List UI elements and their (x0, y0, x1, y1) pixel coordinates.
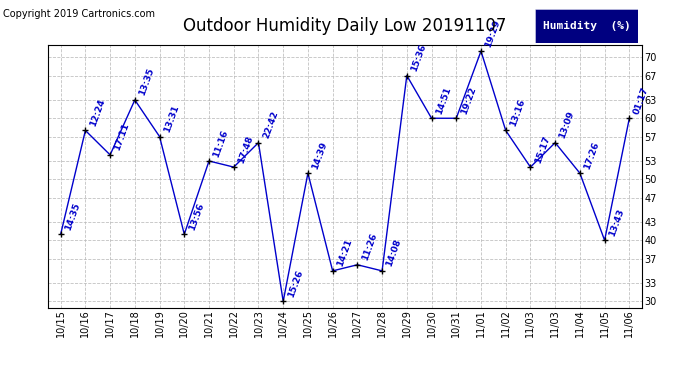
Text: 11:16: 11:16 (212, 128, 230, 158)
Text: 15:26: 15:26 (286, 268, 304, 298)
Text: 15:17: 15:17 (533, 134, 551, 164)
Text: 11:26: 11:26 (360, 232, 378, 262)
Text: 13:43: 13:43 (607, 207, 626, 238)
Text: Copyright 2019 Cartronics.com: Copyright 2019 Cartronics.com (3, 9, 155, 20)
Text: 13:16: 13:16 (509, 98, 526, 128)
Text: 14:51: 14:51 (434, 86, 453, 116)
Text: 17:26: 17:26 (582, 140, 601, 170)
Text: 01:17: 01:17 (632, 86, 651, 116)
Text: 15:36: 15:36 (410, 43, 428, 73)
Text: 17:11: 17:11 (113, 122, 131, 152)
Text: 13:09: 13:09 (558, 110, 576, 140)
Text: Outdoor Humidity Daily Low 20191107: Outdoor Humidity Daily Low 20191107 (184, 17, 506, 35)
Text: 13:35: 13:35 (137, 67, 156, 97)
Text: 14:08: 14:08 (385, 238, 403, 268)
Text: 22:42: 22:42 (262, 110, 279, 140)
Text: 12:24: 12:24 (88, 98, 106, 128)
Text: 13:31: 13:31 (162, 104, 181, 134)
Text: 14:21: 14:21 (335, 238, 354, 268)
Text: 17:48: 17:48 (237, 134, 255, 164)
Text: Humidity  (%): Humidity (%) (542, 21, 631, 31)
Text: 13:56: 13:56 (187, 201, 206, 231)
Text: 19:29: 19:29 (484, 18, 502, 48)
Text: 14:35: 14:35 (63, 201, 81, 231)
Text: 19:22: 19:22 (459, 86, 477, 116)
Text: 14:39: 14:39 (310, 140, 329, 170)
